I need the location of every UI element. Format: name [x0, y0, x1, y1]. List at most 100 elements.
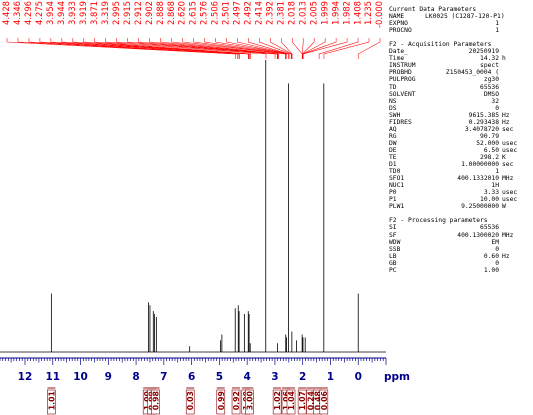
parameter-row: NS 32: [389, 98, 531, 105]
parameter-unit: [499, 62, 530, 69]
peak-label-31: 1.982: [341, 1, 351, 25]
parameter-row: P1 10.00 usec: [389, 196, 531, 203]
x-axis-title: ppm: [384, 371, 410, 383]
parameter-row: DS 0: [389, 105, 531, 112]
parameter-value: 400.1332010: [457, 175, 499, 183]
peak-connector-33: [323, 38, 370, 59]
parameter-unit: [499, 76, 530, 83]
peak-label-16: 2.620: [177, 1, 187, 25]
peak-connector-23: [259, 38, 292, 59]
parameter-name: SOLVENT: [389, 90, 416, 98]
peak-connector-31: [302, 38, 348, 59]
parameter-unit: [499, 27, 530, 34]
peak-label-25: 2.381: [275, 1, 285, 25]
peak-label-5: 3.944: [56, 1, 66, 25]
integral-box-3: [151, 389, 160, 415]
peak-label-30: 1.994: [330, 1, 340, 25]
parameter-row: SSB 0: [389, 246, 531, 253]
parameter-value: 65536: [480, 224, 499, 232]
integral-box-6: [231, 389, 241, 415]
peak-label-19: 2.506: [210, 1, 220, 25]
parameter-value: spect: [480, 62, 499, 70]
peak-label-14: 2.888: [155, 1, 165, 25]
parameter-value: LK0025 (C1287-120-P1): [425, 13, 505, 21]
parameter-value: 1.00: [483, 266, 499, 274]
peak-label-22: 2.492: [243, 1, 253, 25]
parameter-row: Date_ 20250919: [389, 48, 531, 55]
parameter-name: NS: [389, 97, 397, 105]
peak-label-10: 2.995: [111, 1, 121, 25]
parameter-name: D1: [389, 161, 397, 169]
integral-box-15: [319, 389, 329, 415]
parameter-value: 32: [491, 97, 499, 105]
integral-value-6: 0.92: [232, 391, 241, 410]
x-tick-label-12: 0: [355, 371, 362, 383]
parameter-row: NAME LK0025 (C1287-120-P1): [389, 13, 531, 20]
peak-label-28: 2.005: [308, 1, 318, 25]
peak-labels: 4.428 4.346 4.296 4.275 3.954 3.944 3.933 3.919…: [1, 1, 384, 28]
peak-connector-22: [248, 38, 290, 59]
x-tick-label-2: 10: [73, 371, 88, 383]
parameter-value: zg30: [483, 76, 499, 84]
peak-connector-4: [50, 38, 249, 59]
parameter-row: D1 1.00000000 sec: [389, 161, 531, 168]
parameter-row: FIDRES 0.293438 Hz: [389, 119, 531, 126]
parameter-unit: MHz: [502, 175, 514, 183]
peak-connector-18: [204, 38, 287, 59]
integral-value-9: 1.02: [273, 391, 282, 410]
parameter-name: DE: [389, 146, 397, 154]
parameter-unit: [499, 20, 530, 27]
parameter-row: PLW1 9.25000000 W: [389, 203, 531, 210]
parameter-row: EXPNO 1: [389, 20, 531, 27]
parameter-value: 1: [495, 168, 499, 176]
parameter-unit: Hz: [502, 118, 510, 126]
integral-value-8: 3.00: [245, 390, 254, 410]
parameter-unit: [499, 84, 530, 91]
parameter-row: Time 14.32 h: [389, 55, 531, 62]
parameter-name: PROCNO: [389, 27, 412, 35]
peak-connector-24: [270, 38, 293, 59]
peak-connector-13: [149, 38, 278, 59]
integral-value-0: 1.01: [47, 391, 56, 410]
parameter-row: RG 90.79: [389, 133, 531, 140]
parameter-row: LB 0.60 Hz: [389, 253, 531, 260]
parameter-unit: MHz: [502, 231, 514, 239]
peak-connector-3: [39, 38, 240, 59]
x-tick-label-4: 8: [132, 371, 139, 383]
parameter-row: PROBHD Z150453_0004 (: [389, 69, 531, 76]
peak-connector-10: [116, 38, 276, 59]
integral-box-12: [297, 389, 307, 415]
parameter-name: P0: [389, 189, 397, 197]
parameter-name: INSTRUM: [389, 62, 416, 70]
peak-label-4: 3.954: [45, 1, 55, 25]
parameter-value: 6.50: [483, 146, 499, 154]
parameter-name: DW: [389, 139, 397, 147]
integral-value-14: 0.48: [314, 391, 323, 410]
parameter-unit: [499, 260, 530, 267]
parameter-name: PLW1: [389, 203, 405, 211]
x-tick-label-5: 7: [160, 371, 167, 383]
parameter-value: 3.4078720: [464, 125, 499, 133]
x-tick-label-9: 3: [271, 371, 278, 383]
peak-connector-15: [171, 38, 279, 59]
peak-connector-26: [291, 38, 303, 59]
parameter-name: P1: [389, 196, 397, 204]
parameter-unit: Hz: [502, 252, 510, 260]
parameter-row: P0 3.33 usec: [389, 189, 531, 196]
parameter-unit: h: [502, 55, 506, 63]
integral-value-5: 0.99: [217, 391, 226, 410]
x-axis: 12 11 10 9 8 7 6 5 4 3 2 1 0 ppm: [0, 357, 410, 383]
peak-connector-17: [193, 38, 286, 59]
integral-box-9: [272, 389, 282, 415]
parameter-name: SFO1: [389, 175, 405, 183]
peak-label-7: 3.919: [78, 1, 88, 25]
parameter-unit: sec: [502, 161, 514, 169]
parameter-unit: [499, 267, 530, 274]
parameter-unit: K: [502, 153, 506, 161]
parameter-name: AQ: [389, 125, 397, 133]
x-tick-label-3: 9: [105, 371, 112, 383]
peak-label-0: 4.428: [1, 1, 11, 25]
parameter-value: 1H: [491, 182, 499, 190]
peak-connector-9: [105, 38, 267, 59]
